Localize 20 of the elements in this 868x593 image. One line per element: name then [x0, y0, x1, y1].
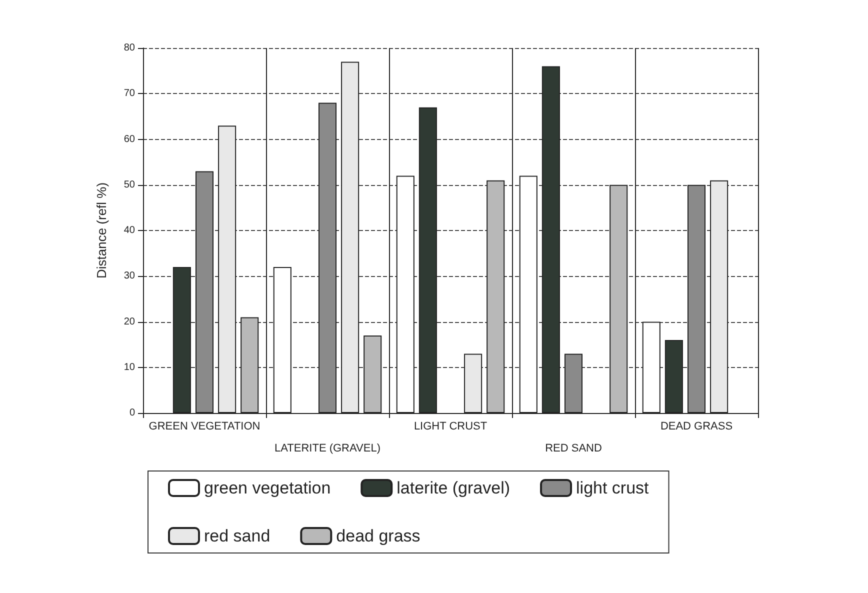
y-tick-label: 40 [124, 225, 136, 236]
y-tick-label: 20 [124, 316, 136, 328]
y-axis-title: Distance (refl %) [94, 182, 109, 279]
x-tick-label: LATERITE (GRAVEL) [274, 442, 380, 454]
y-tick-label: 10 [124, 362, 136, 373]
y-tick-label: 0 [129, 408, 136, 418]
x-tick-label: RED SAND [545, 442, 602, 454]
legend-label: dead grass [336, 526, 420, 546]
legend-label: green vegetation [204, 478, 331, 498]
y-tick-label: 30 [124, 270, 136, 282]
x-tick-label: GREEN VEGETATION [148, 420, 260, 432]
y-tick-label: 50 [124, 179, 136, 190]
y-tick-label: 70 [124, 88, 136, 100]
x-tick-label: LIGHT CRUST [414, 420, 488, 432]
x-tick-label: DEAD GRASS [660, 420, 733, 432]
legend-label: red sand [204, 526, 270, 546]
y-tick-label: 60 [124, 134, 136, 145]
legend-label: light crust [576, 478, 650, 498]
legend-label: laterite (gravel) [396, 478, 510, 498]
y-tick-label: 80 [124, 42, 136, 54]
